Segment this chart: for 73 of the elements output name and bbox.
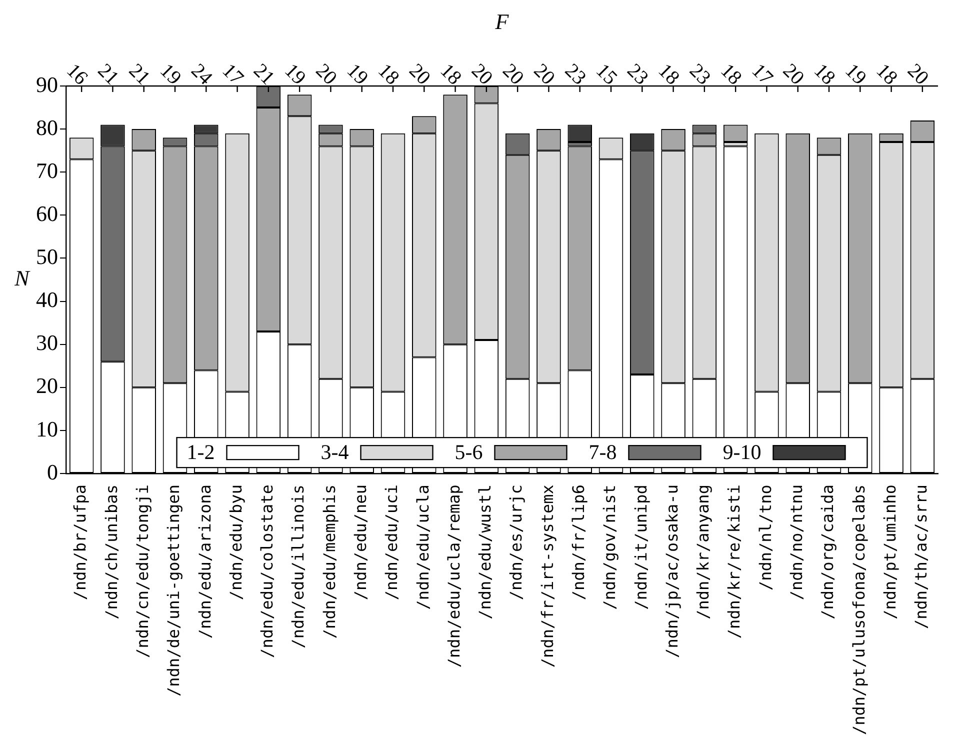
x-tick-label: /ndn/fr/irt-systemx [538,484,557,668]
x-tick-label: /ndn/edu/wustl [476,484,495,620]
legend-label: 5-6 [454,440,483,464]
x-tick-label: /ndn/br/ufpa [70,484,90,600]
x-tick-label: /ndn/edu/ucla [413,484,432,610]
annotation: 19 [280,60,310,90]
legend-label: 3-4 [320,440,350,464]
x-tick-label: /ndn/kr/anyang [694,484,713,620]
y-tick-label: 0 [47,459,58,484]
annotation: 21 [249,60,279,90]
annotation: 16 [62,60,92,90]
annotation: 20 [311,60,342,90]
x-tick-label: /ndn/edu/memphis [320,484,339,639]
y-tick-label: 90 [36,72,58,97]
annotation: 18 [654,60,684,90]
x-tick-label: /ndn/edu/colostate [258,484,277,658]
annotation: 20 [529,60,560,90]
y-tick-label: 30 [36,330,58,356]
x-tick-label: /ndn/edu/byu [226,484,246,600]
x-tick-label: /ndn/kr/re/kisti [724,484,744,639]
annotation: 17 [218,60,248,90]
x-tick-label: /ndn/es/urjc [506,484,526,600]
annotation: 20 [903,60,933,90]
annotation: 21 [124,60,154,90]
x-tick-label: /ndn/fr/lip6 [569,484,588,600]
annotation: 23 [560,60,590,90]
x2-axis-title: F [494,8,510,34]
x-tick-label: /ndn/edu/neu [351,484,370,600]
annotation: 19 [840,60,870,90]
annotation: 18 [436,60,466,90]
x-tick-label: /ndn/de/uni-goettingen [164,484,184,696]
y-tick-label: 40 [36,287,58,312]
annotation: 20 [467,60,497,90]
y-tick-label: 80 [36,114,58,140]
x-tick-label: /ndn/it/unipd [631,484,650,610]
annotation: 23 [622,60,652,90]
x-tick-label: /ndn/edu/uci [382,484,402,600]
x-tick-label: /ndn/th/ac/srru [912,484,931,630]
x-tick-label: /ndn/ch/unibas [102,484,121,620]
x-tick-label: /ndn/edu/illinois [288,484,308,648]
annotation: 21 [93,60,124,90]
x-tick-label: /ndn/pt/ulusofona/copelabs [849,484,868,735]
y-tick-label: 20 [36,373,58,398]
annotation: 20 [404,60,434,90]
x-tick-label: /ndn/nl/tno [756,484,775,591]
annotation: 24 [186,60,216,90]
series-label: 1-2 [186,440,215,464]
annotation: 18 [810,60,840,90]
legend-label: 7-8 [588,440,617,464]
y-tick-label: 60 [36,200,58,226]
annotation: 18 [716,60,746,90]
y-axis-title: N [14,266,31,291]
annotation: 19 [342,60,372,90]
annotation: 15 [592,60,622,90]
y-tick-label: 10 [36,416,58,442]
annotation: 18 [872,60,902,90]
y-tick-label: 50 [36,244,58,270]
x-tick-label: /ndn/edu/ucla/remap [444,484,464,668]
x-tick-label: /ndn/edu/arizona [195,484,214,639]
annotation: 23 [685,60,715,90]
y-tick-label: 70 [36,158,58,183]
annotation: 17 [747,60,778,90]
x-tick-label: /ndn/org/caida [818,484,838,620]
legend-label: 9-10 [722,440,762,464]
x-tick-label: /ndn/no/ntnu [787,484,806,600]
annotation: 20 [498,60,528,90]
annotation: 18 [374,60,404,90]
x-tick-label: /ndn/jp/ac/osaka-u [662,484,682,658]
x-tick-label: /ndn/cn/edu/tongji [133,484,152,658]
x-tick-label: /ndn/pt/uminho [880,484,900,620]
annotation: 19 [156,60,186,90]
x-tick-label: /ndn/gov/nist [600,484,620,610]
annotation: 20 [778,60,808,90]
